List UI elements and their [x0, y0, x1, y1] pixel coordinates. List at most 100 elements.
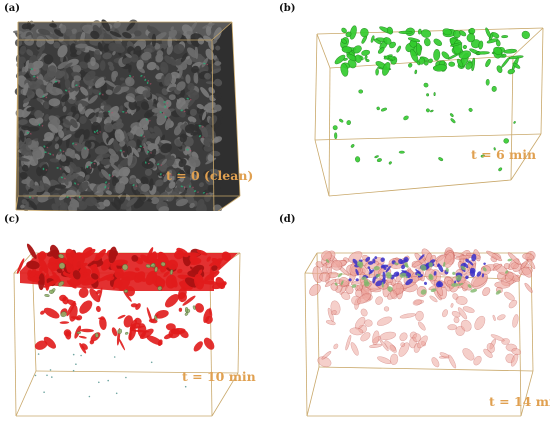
blob	[95, 115, 103, 124]
blob	[29, 133, 32, 135]
blob	[173, 43, 185, 54]
blob	[139, 328, 154, 339]
blob	[178, 158, 187, 168]
blob	[49, 23, 57, 28]
blob	[177, 172, 180, 175]
blob	[350, 342, 359, 356]
blob	[108, 42, 117, 52]
blob	[75, 143, 77, 146]
blob	[178, 307, 183, 312]
blob	[88, 94, 98, 104]
blob	[150, 152, 152, 154]
blob	[372, 330, 380, 346]
blob	[374, 256, 378, 260]
blob	[490, 334, 505, 342]
blob	[33, 75, 36, 78]
blob	[125, 53, 132, 58]
blob	[379, 331, 397, 341]
blob	[221, 251, 232, 262]
blob	[153, 98, 157, 105]
blob	[505, 270, 509, 274]
blob	[360, 27, 369, 38]
blob	[147, 162, 150, 165]
blob	[36, 50, 43, 61]
blob	[196, 249, 208, 256]
blob	[447, 279, 453, 285]
blob	[60, 94, 70, 103]
blob	[28, 195, 31, 199]
blob	[501, 57, 511, 68]
blob	[513, 121, 516, 124]
blob	[189, 124, 198, 131]
blob	[36, 97, 43, 103]
blob	[67, 89, 79, 100]
blob	[340, 291, 351, 300]
blob	[355, 278, 359, 282]
blob	[376, 106, 380, 111]
blob	[140, 254, 152, 264]
blob	[458, 30, 467, 37]
blob	[182, 295, 196, 306]
blob	[193, 190, 197, 192]
blob	[349, 25, 357, 40]
blob	[184, 108, 192, 116]
blob	[213, 78, 223, 87]
blob	[211, 265, 218, 271]
blob	[433, 38, 443, 46]
blob	[99, 131, 101, 133]
blob	[197, 37, 205, 45]
blob	[467, 284, 472, 289]
blob	[81, 343, 88, 350]
blob	[423, 82, 429, 88]
blob	[372, 258, 376, 264]
blob	[37, 28, 51, 36]
blob	[407, 37, 421, 43]
blob	[89, 288, 101, 303]
blob	[143, 135, 146, 138]
blob	[360, 308, 368, 317]
blob	[443, 261, 446, 268]
blob	[396, 45, 401, 53]
blob	[442, 309, 448, 318]
blob	[455, 296, 468, 305]
blob	[428, 262, 433, 268]
blob	[89, 167, 92, 169]
blob	[129, 134, 135, 140]
blob	[475, 51, 490, 55]
blob	[492, 314, 496, 321]
blob	[160, 164, 162, 167]
blob	[420, 264, 427, 271]
blob	[113, 21, 121, 29]
blob	[198, 135, 201, 138]
blob	[159, 173, 162, 176]
blob	[176, 247, 189, 258]
blob	[72, 142, 74, 145]
blob	[112, 138, 120, 152]
blob	[180, 102, 189, 111]
blob	[44, 131, 54, 142]
blob	[201, 57, 209, 68]
blob	[375, 273, 381, 278]
blob	[203, 144, 214, 152]
blob	[102, 153, 110, 158]
blob	[101, 19, 111, 32]
blob	[157, 286, 163, 291]
blob	[134, 30, 142, 37]
blob	[126, 21, 136, 31]
blob	[158, 206, 170, 211]
blob	[49, 244, 60, 260]
blob	[367, 261, 374, 265]
blob	[356, 261, 362, 267]
blob	[213, 137, 219, 143]
blob	[398, 342, 410, 357]
blob	[147, 80, 150, 82]
blob	[185, 252, 201, 257]
blob	[154, 136, 161, 146]
blob	[96, 129, 99, 132]
blob	[160, 143, 172, 154]
blob	[58, 253, 65, 259]
blob	[462, 44, 467, 50]
blob	[59, 149, 62, 152]
blob	[122, 264, 129, 271]
blob	[16, 157, 30, 162]
